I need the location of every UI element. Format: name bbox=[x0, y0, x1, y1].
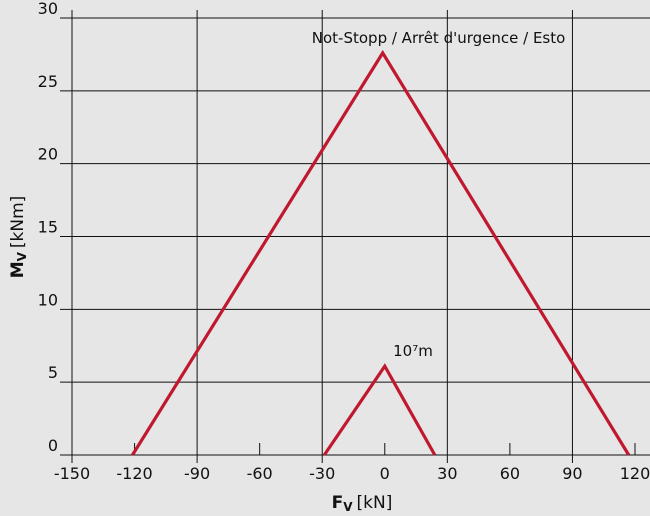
x-axis-label: FV [kN] bbox=[332, 493, 393, 514]
y-tick-label: 20 bbox=[38, 145, 58, 164]
y-axis-unit: [kNm] bbox=[8, 196, 28, 248]
series-group bbox=[131, 49, 631, 456]
grid bbox=[60, 10, 650, 463]
x-tick-label: -30 bbox=[309, 464, 335, 483]
x-tick-label: 120 bbox=[620, 464, 650, 483]
x-tick-label: -60 bbox=[247, 464, 273, 483]
y-axis-subscript: V bbox=[15, 251, 29, 261]
tick-labels: 0 5 10 15 20 25 30 -150 -120 -90 -60 -30 0 30 60 90 120 bbox=[38, 0, 650, 483]
annotation-label: Not-Stopp / Arrêt d'urgence / Esto bbox=[312, 29, 566, 47]
y-tick-label: 0 bbox=[48, 436, 58, 455]
y-tick-label: 5 bbox=[48, 363, 58, 382]
x-tick-label: 0 bbox=[380, 464, 390, 483]
x-axis-subscript: V bbox=[343, 500, 353, 514]
y-tick-label: 25 bbox=[38, 72, 58, 91]
x-tick-label: 30 bbox=[437, 464, 457, 483]
y-axis-label: MV [kNm] bbox=[8, 196, 29, 279]
x-axis-unit: [kN] bbox=[357, 493, 393, 513]
series-line-2 bbox=[322, 363, 437, 456]
x-tick-label: -150 bbox=[54, 464, 90, 483]
x-tick-label: -120 bbox=[116, 464, 152, 483]
x-tick-label: -90 bbox=[184, 464, 210, 483]
y-tick-label: 15 bbox=[38, 218, 58, 237]
annotation-label: 10⁷m bbox=[393, 342, 433, 360]
x-tick-label: 60 bbox=[500, 464, 520, 483]
y-tick-label: 10 bbox=[38, 290, 58, 309]
y-tick-label: 30 bbox=[38, 0, 58, 18]
y-axis-symbol: M bbox=[8, 261, 28, 278]
annotations: Not-Stopp / Arrêt d'urgence / Esto 10⁷m bbox=[312, 29, 566, 360]
x-axis-symbol: F bbox=[332, 493, 344, 513]
series-line-1 bbox=[131, 49, 631, 456]
x-tick-label: 90 bbox=[562, 464, 582, 483]
